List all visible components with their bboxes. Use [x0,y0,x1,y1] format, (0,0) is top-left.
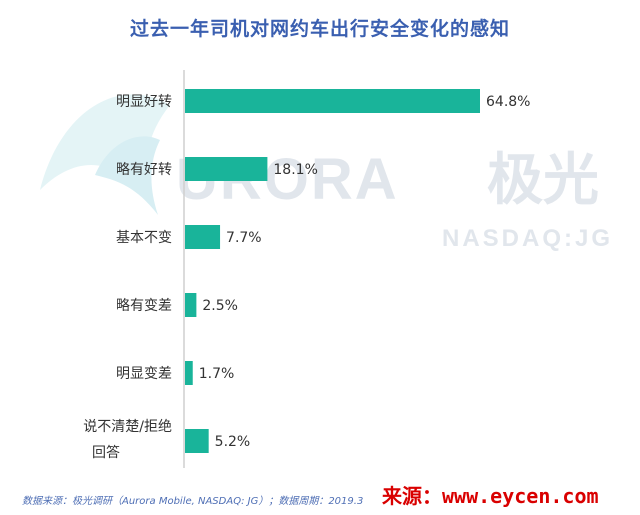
category-label-2: 基本不变 [116,229,172,246]
site-watermark: 来源：www.eycen.com [378,480,603,509]
category-label-5: 说不清楚/拒绝回答 [83,419,172,461]
value-label-2: 7.7% [226,230,262,246]
value-labels: 64.8% 18.1% 7.7% 2.5% 1.7% 5.2% [199,94,531,450]
bar-3 [185,293,197,317]
watermark-ticker: NASDAQ:JG [442,225,613,252]
bar-5 [185,429,209,453]
aurora-logo-mark-accent [95,136,160,215]
bar-1 [185,157,268,181]
bar-4 [185,361,193,385]
chart-title: 过去一年司机对网约车出行安全变化的感知 [129,18,510,40]
bars-group [185,89,480,453]
value-label-4: 1.7% [199,366,235,382]
category-label-1: 略有好转 [116,162,172,178]
value-label-3: 2.5% [202,298,238,314]
bar-0 [185,89,480,113]
value-label-1: 18.1% [273,162,317,178]
source-note: 数据来源：极光调研（Aurora Mobile, NASDAQ: JG）；数据周… [22,496,364,507]
value-label-5: 5.2% [215,434,251,450]
bar-2 [185,225,221,249]
watermark-logo-cn: 极光 [487,148,599,213]
category-label-3: 略有变差 [116,298,172,314]
category-label-0: 明显好转 [116,94,172,110]
category-label-4: 明显变差 [116,366,172,382]
value-label-0: 64.8% [486,94,530,110]
